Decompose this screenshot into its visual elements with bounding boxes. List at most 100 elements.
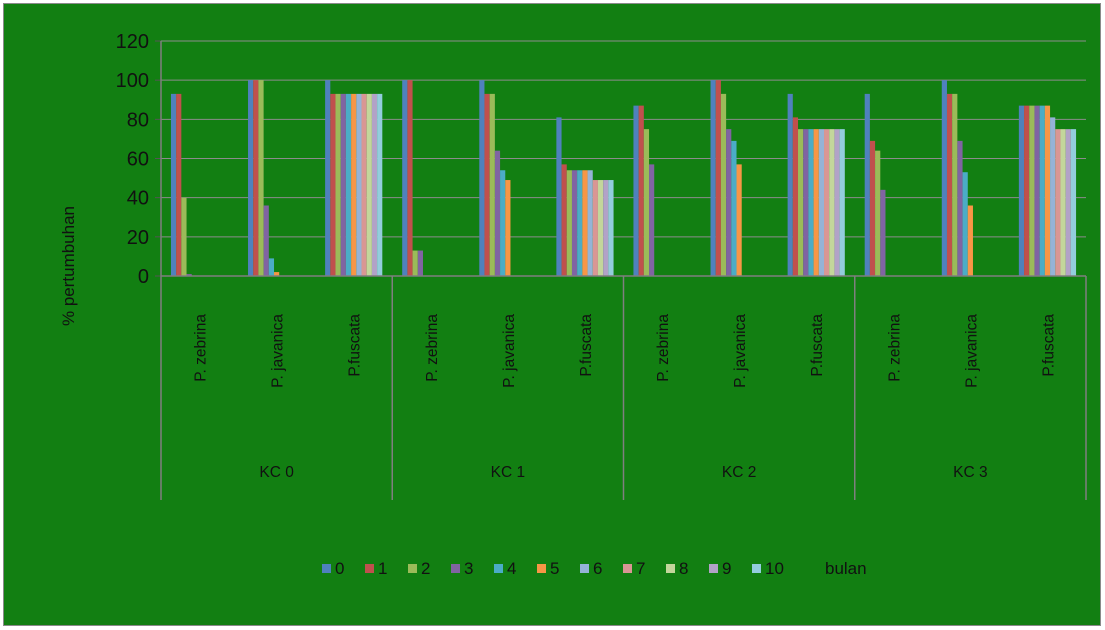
legend-swatch: [752, 564, 761, 573]
bar: [880, 189, 886, 276]
bar: [505, 180, 511, 276]
bar: [792, 117, 799, 277]
bar: [181, 197, 187, 276]
axes: [160, 41, 1087, 500]
category-label: P.fuscata: [1041, 314, 1058, 377]
bar: [608, 180, 614, 276]
bar: [351, 93, 357, 277]
bar: [268, 258, 275, 277]
bar: [248, 80, 254, 276]
legend-swatch: [666, 564, 675, 573]
y-tick-label: 80: [127, 109, 149, 131]
category-label: P.fuscata: [578, 314, 595, 377]
bar: [489, 93, 495, 277]
bar: [325, 80, 331, 276]
category-label: P. zebrina: [655, 314, 672, 382]
y-axis-ticks: 0 20 40 60 80 100 120: [116, 31, 161, 288]
bar: [494, 150, 501, 276]
bar: [649, 164, 655, 277]
bar: [170, 93, 177, 277]
legend-swatch: [537, 564, 546, 573]
bar: [417, 250, 423, 276]
bar: [479, 80, 485, 276]
bar: [643, 129, 650, 277]
bar: [561, 164, 567, 277]
y-tick-label: 40: [127, 188, 149, 210]
category-label: P. javanica: [501, 314, 518, 388]
bar: [1029, 105, 1035, 277]
category-label: P. javanica: [270, 314, 287, 388]
bar: [726, 129, 732, 277]
legend-label: 1: [378, 559, 387, 578]
legend-swatch: [322, 564, 331, 573]
legend-swatch: [623, 564, 632, 573]
bar: [582, 170, 588, 276]
bar: [1065, 129, 1071, 277]
bar: [402, 80, 408, 276]
y-tick-label: 0: [138, 266, 149, 288]
legend-unit-label: bulan: [825, 559, 867, 578]
legend-label: 3: [464, 559, 473, 578]
bar: [736, 164, 742, 277]
bar: [720, 93, 727, 277]
bar: [377, 93, 383, 277]
legend-label: 6: [593, 559, 602, 578]
category-label: P. javanica: [963, 314, 980, 388]
bar: [253, 80, 259, 276]
group-labels: KC 0 KC 1 KC 2 KC 3: [259, 464, 987, 481]
bar: [839, 129, 845, 277]
legend-label: 5: [550, 559, 559, 578]
legend-swatch: [494, 564, 503, 573]
y-tick-label: 60: [127, 149, 149, 171]
bar: [834, 129, 840, 277]
category-label: P. javanica: [732, 314, 749, 388]
bar: [824, 129, 830, 277]
bar: [592, 180, 598, 276]
bar: [371, 93, 378, 277]
legend-label: 0: [335, 559, 344, 578]
bar: [808, 129, 814, 277]
bar: [556, 117, 562, 277]
group-label: KC 3: [953, 464, 987, 481]
bar: [818, 129, 825, 277]
bar: [571, 170, 578, 276]
y-axis-label: % pertumbuhan: [59, 206, 78, 326]
legend-label: 9: [722, 559, 731, 578]
bar: [361, 93, 367, 277]
grid-lines: [161, 40, 1086, 238]
y-tick-label: 120: [116, 31, 149, 53]
bar: [1039, 105, 1045, 277]
legend: 0 1 2 3 4 5 6 7 8 9 10 bulan: [322, 559, 867, 578]
bar: [787, 93, 793, 277]
bar: [1018, 105, 1025, 277]
legend-label: 8: [679, 559, 688, 578]
group-label: KC 0: [259, 464, 294, 481]
category-label: P. zebrina: [193, 314, 210, 382]
y-tick-label: 100: [116, 70, 149, 92]
bar: [500, 170, 506, 276]
bar: [274, 272, 280, 276]
legend-label: 2: [421, 559, 430, 578]
bar: [869, 140, 876, 277]
bar: [1034, 105, 1040, 277]
bar: [263, 205, 269, 276]
bar: [587, 170, 593, 276]
legend-swatch: [408, 564, 417, 573]
bar: [962, 172, 968, 276]
legend-swatch: [709, 564, 718, 573]
bar: [829, 129, 835, 277]
bar: [340, 93, 346, 277]
legend-swatch: [451, 564, 460, 573]
bar: [407, 80, 413, 276]
bar: [798, 129, 804, 277]
bar: [1055, 129, 1061, 277]
bar: [566, 170, 572, 276]
bar: [957, 140, 963, 277]
bar: [1050, 117, 1056, 277]
legend-swatch: [580, 564, 589, 573]
bar: [1060, 129, 1066, 277]
bar: [366, 93, 372, 277]
legend-label: 10: [765, 559, 784, 578]
category-label: P.fuscata: [347, 314, 364, 377]
